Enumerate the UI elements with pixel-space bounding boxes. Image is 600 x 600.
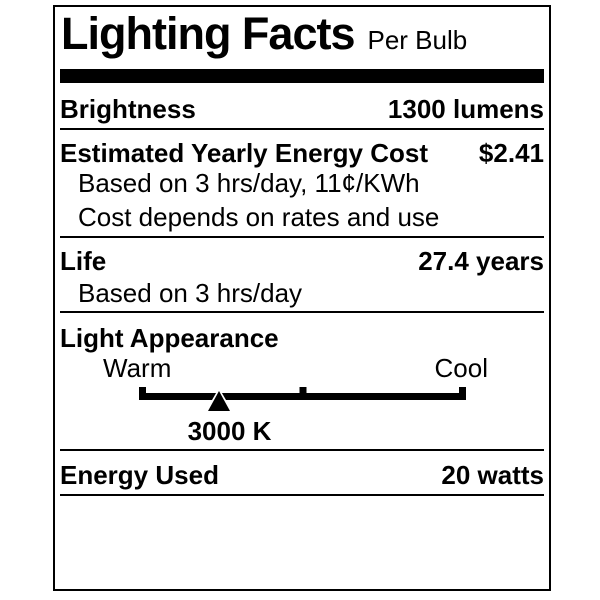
brightness-value: 1300 lumens xyxy=(387,94,544,124)
energy-cost-row: Estimated Yearly Energy Cost $2.41 xyxy=(60,138,544,168)
life-section: Life 27.4 years Based on 3 hrs/day xyxy=(60,238,544,311)
marker-triangle-icon xyxy=(208,391,231,411)
section-divider xyxy=(60,128,544,130)
brightness-label: Brightness xyxy=(60,94,196,124)
energy-used-label: Energy Used xyxy=(60,460,219,490)
label-subtitle: Per Bulb xyxy=(367,25,468,55)
brightness-row: Brightness 1300 lumens xyxy=(60,83,544,128)
section-divider xyxy=(60,311,544,313)
label-header: Lighting Facts Per Bulb xyxy=(60,7,544,56)
energy-used-value: 20 watts xyxy=(441,460,544,490)
scale-bar xyxy=(139,393,466,400)
light-appearance-label: Light Appearance xyxy=(60,323,279,353)
energy-cost-note-hours: Based on 3 hrs/day, 11¢/KWh xyxy=(78,168,420,198)
warm-label: Warm xyxy=(103,353,172,383)
energy-cost-section: Estimated Yearly Energy Cost $2.41 Based… xyxy=(60,130,544,236)
life-row: Life 27.4 years xyxy=(60,246,544,276)
warm-cool-labels: Warm Cool xyxy=(60,353,544,383)
kelvin-value: 3000 K xyxy=(187,416,272,446)
energy-cost-label: Estimated Yearly Energy Cost xyxy=(60,138,429,168)
color-temperature-scale xyxy=(139,387,466,412)
cool-label: Cool xyxy=(434,353,488,383)
label-title: Lighting Facts xyxy=(61,8,355,59)
lighting-facts-label: Lighting Facts Per Bulb Brightness 1300 … xyxy=(53,5,551,591)
section-divider xyxy=(60,449,544,451)
section-divider xyxy=(60,236,544,238)
life-value: 27.4 years xyxy=(418,246,544,276)
life-label: Life xyxy=(60,246,107,276)
energy-cost-value: $2.41 xyxy=(478,138,544,168)
energy-used-row: Energy Used 20 watts xyxy=(60,451,544,494)
energy-cost-note-rates: Cost depends on rates and use xyxy=(78,202,440,232)
section-divider xyxy=(60,494,544,496)
life-note-hours: Based on 3 hrs/day xyxy=(78,278,303,308)
header-divider-bar xyxy=(60,69,544,83)
light-appearance-row: Light Appearance xyxy=(60,323,544,353)
light-appearance-section: Light Appearance Warm Cool 3000 K xyxy=(60,313,544,449)
